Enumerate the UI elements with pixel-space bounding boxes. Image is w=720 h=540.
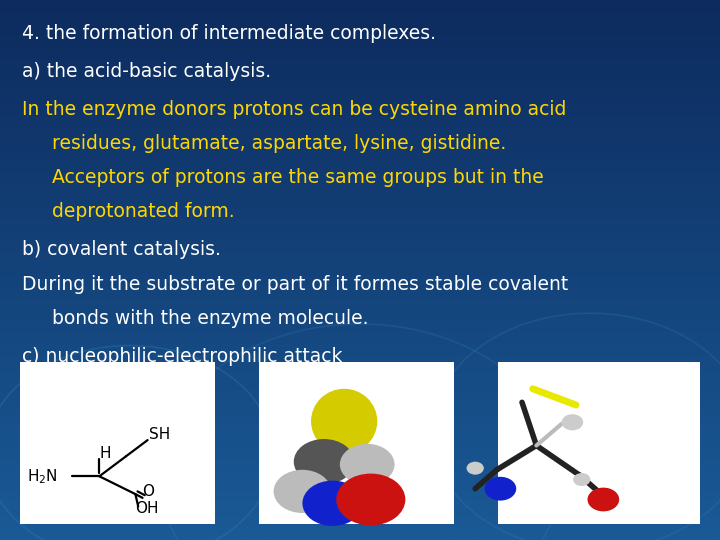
Text: c) nucleophilic-electrophilic attack: c) nucleophilic-electrophilic attack [22, 347, 342, 366]
Text: SH: SH [149, 427, 171, 442]
Ellipse shape [274, 470, 331, 513]
Text: b) covalent catalysis.: b) covalent catalysis. [22, 240, 220, 259]
Text: O: O [143, 484, 155, 499]
Bar [20, 362, 215, 524]
Ellipse shape [311, 389, 377, 454]
Circle shape [588, 488, 619, 511]
Circle shape [562, 414, 583, 430]
Ellipse shape [302, 481, 363, 526]
Bar [259, 362, 454, 524]
Text: Acceptors of protons are the same groups but in the: Acceptors of protons are the same groups… [22, 168, 544, 187]
Circle shape [467, 462, 484, 475]
Text: deprotonated form.: deprotonated form. [22, 202, 234, 221]
Text: In the enzyme donors protons can be cysteine amino acid: In the enzyme donors protons can be cyst… [22, 100, 566, 119]
Text: H: H [99, 446, 111, 461]
Ellipse shape [340, 444, 395, 485]
Text: 4. the formation of intermediate complexes.: 4. the formation of intermediate complex… [22, 24, 436, 43]
Ellipse shape [294, 439, 354, 484]
Text: a) the acid-basic catalysis.: a) the acid-basic catalysis. [22, 62, 271, 81]
Text: bonds with the enzyme molecule.: bonds with the enzyme molecule. [22, 309, 368, 328]
Text: During it the substrate or part of it formes stable covalent: During it the substrate or part of it fo… [22, 275, 568, 294]
Circle shape [485, 477, 516, 501]
Text: $\mathregular{H_2N}$: $\mathregular{H_2N}$ [27, 467, 58, 485]
Text: OH: OH [135, 501, 159, 516]
Bar [498, 362, 700, 524]
Text: residues, glutamate, aspartate, lysine, gistidine.: residues, glutamate, aspartate, lysine, … [22, 134, 506, 153]
Circle shape [573, 473, 590, 486]
Ellipse shape [336, 474, 405, 525]
